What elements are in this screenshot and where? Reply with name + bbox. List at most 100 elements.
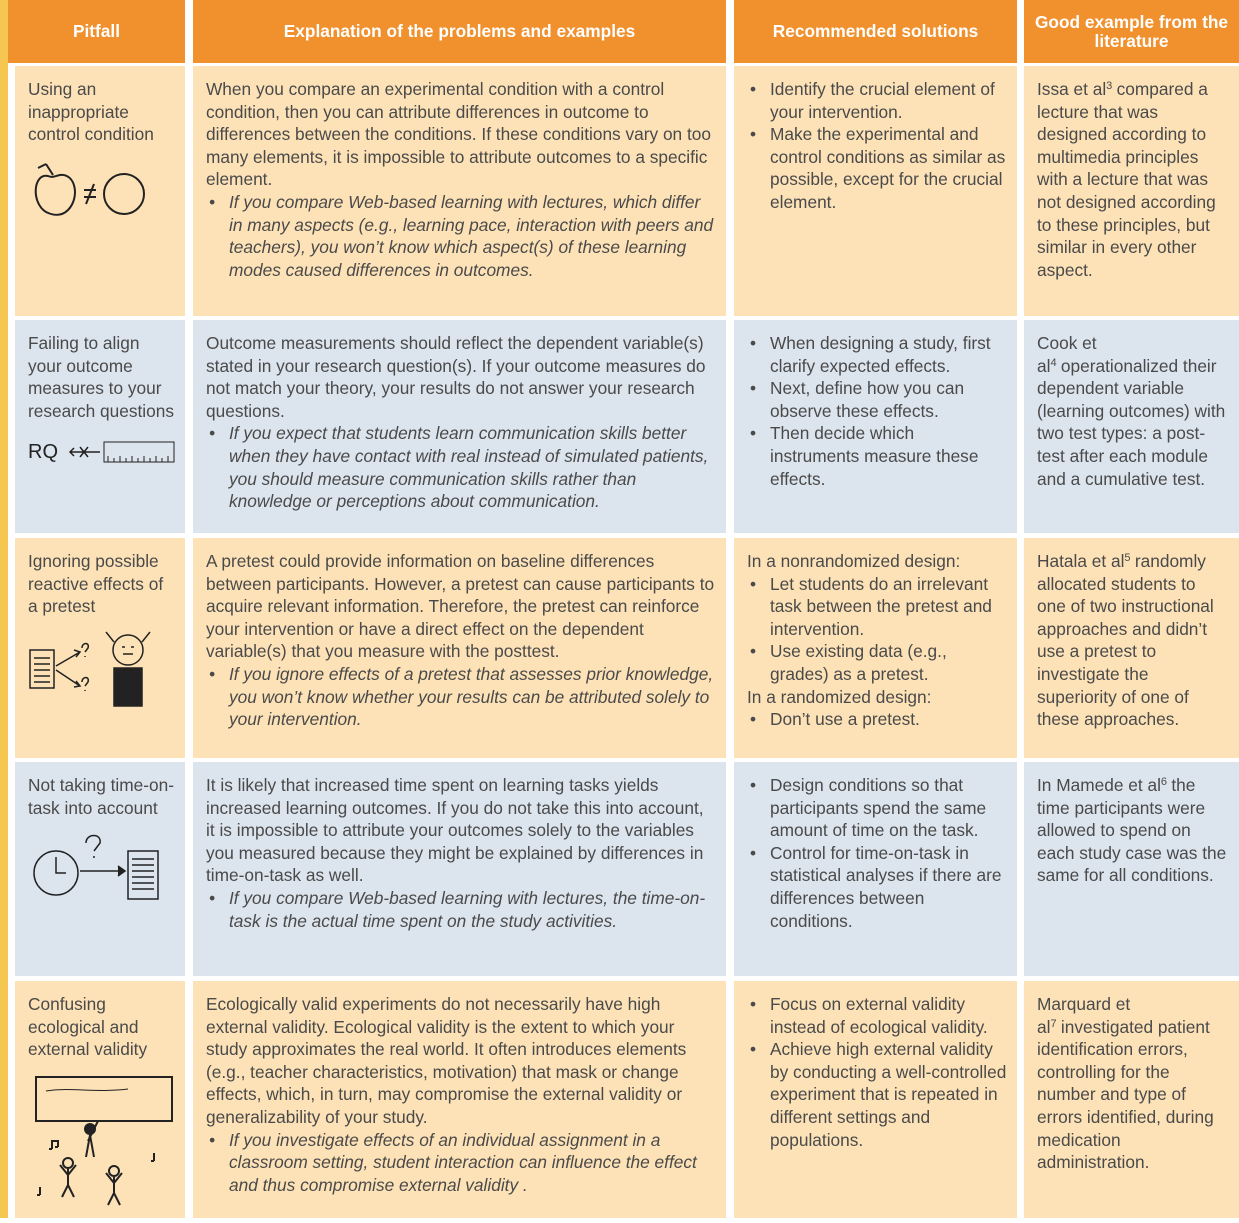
icon-rq: RQ xyxy=(28,441,175,463)
pitfall-cell: Ignoring possible reactive effects of a … xyxy=(15,538,185,758)
table-row: Confusing ecological and external validi… xyxy=(8,981,1239,1218)
literature-cell: Cook et al4 operationalized their depende… xyxy=(1024,320,1239,533)
literature-cell: In Mamede et al6 the time participants we… xyxy=(1024,762,1239,976)
explanation-cell: Outcome measurements should reflect the … xyxy=(193,320,726,533)
icon-classroom xyxy=(35,1075,173,1206)
solution-heading: In a nonrandomized design: xyxy=(747,551,961,571)
explanation: It is likely that increased time spent o… xyxy=(206,775,704,886)
solutions-cell: Identify the crucial element of your int… xyxy=(734,66,1017,316)
literature: Issa et al3 compared a lecture that was d… xyxy=(1037,78,1229,281)
side-strip xyxy=(0,0,8,1218)
literature: Hatala et al5 randomly allocated students… xyxy=(1037,550,1229,731)
example-list: If you expect that students learn commun… xyxy=(206,422,716,512)
solution: Next, define how you can observe these e… xyxy=(747,377,1007,422)
literature-text: investigated patient identification erro… xyxy=(1037,1016,1214,1173)
explanation-cell: A pretest could provide information on b… xyxy=(193,538,726,758)
example-list: If you ignore effects of a pretest that … xyxy=(206,663,716,731)
example: If you compare Web-based learning with l… xyxy=(206,887,716,932)
solution-list: Let students do an irrelevant task betwe… xyxy=(747,573,1007,686)
author: Issa et al xyxy=(1037,79,1107,99)
literature-text: randomly allocated students to one of tw… xyxy=(1037,551,1214,730)
pitfall: Using an inappropriate control condition xyxy=(28,79,154,145)
solution: Achieve high external validity by conduc… xyxy=(747,1038,1007,1151)
table-row: Using an inappropriate control condition… xyxy=(8,66,1239,316)
explanation-cell: It is likely that increased time spent o… xyxy=(193,762,726,976)
table-row: Not taking time-on-task into account It … xyxy=(8,762,1239,976)
header-cell: Explanation of the problems and examples xyxy=(193,0,726,63)
literature-text: compared a lecture that was designed acc… xyxy=(1037,79,1216,280)
literature: In Mamede et al6 the time participants we… xyxy=(1037,774,1229,887)
solution-list: Identify the crucial element of your int… xyxy=(747,78,1007,214)
explanation-cell: Ecologically valid experiments do not ne… xyxy=(193,981,726,1218)
header-cell: Pitfall xyxy=(8,0,185,63)
pitfall-cell: Not taking time-on-task into account xyxy=(15,762,185,976)
pitfall: Confusing ecological and external validi… xyxy=(28,994,148,1060)
icon-apple xyxy=(34,162,145,216)
literature-cell: Marquard et al7 investigated patient iden… xyxy=(1024,981,1239,1218)
reference: 6 xyxy=(1160,776,1168,788)
solution: Let students do an irrelevant task betwe… xyxy=(747,573,1007,641)
author: Cook et al xyxy=(1037,333,1097,376)
solution: Use existing data (e.g., grades) as a pr… xyxy=(747,640,1007,685)
literature-text: the time participants were allowed to sp… xyxy=(1037,775,1227,886)
solutions-cell: Design conditions so that participants s… xyxy=(734,762,1017,976)
explanation: Ecologically valid experiments do not ne… xyxy=(206,994,687,1127)
solution-list: When designing a study, first clarify ex… xyxy=(747,332,1007,490)
table-row: Ignoring possible reactive effects of a … xyxy=(8,538,1239,758)
solution: Design conditions so that participants s… xyxy=(747,774,1007,842)
pitfall-cell: Confusing ecological and external validi… xyxy=(15,981,185,1218)
solution-list: Design conditions so that participants s… xyxy=(747,774,1007,932)
reference: 3 xyxy=(1106,80,1113,92)
explanation: A pretest could provide information on b… xyxy=(206,551,715,662)
example: If you investigate effects of an individ… xyxy=(206,1129,716,1197)
literature: Cook et al4 operationalized their depende… xyxy=(1037,332,1229,490)
solution: When designing a study, first clarify ex… xyxy=(747,332,1007,377)
explanation: When you compare an experimental conditi… xyxy=(206,79,711,190)
pitfall-cell: Using an inappropriate control condition xyxy=(15,66,185,316)
literature: Marquard et al7 investigated patient iden… xyxy=(1037,993,1229,1174)
solution-list: Focus on external validity instead of ec… xyxy=(747,993,1007,1151)
header-row: Pitfall Explanation of the problems and e… xyxy=(8,0,1239,63)
solution: Make the experimental and control condit… xyxy=(747,123,1007,213)
example: If you ignore effects of a pretest that … xyxy=(206,663,716,731)
explanation: Outcome measurements should reflect the … xyxy=(206,333,706,421)
solutions-cell: When designing a study, first clarify ex… xyxy=(734,320,1017,533)
table-row: Failing to align your outcome measures t… xyxy=(8,320,1239,533)
pitfall-cell: Failing to align your outcome measures t… xyxy=(15,320,185,533)
pitfall: Ignoring possible reactive effects of a … xyxy=(28,551,164,617)
example-list: If you investigate effects of an individ… xyxy=(206,1129,716,1197)
solution: Don’t use a pretest. xyxy=(747,708,1007,731)
reference: 7 xyxy=(1050,1017,1057,1030)
solution-list: Don’t use a pretest. xyxy=(747,708,1007,731)
explanation-cell: When you compare an experimental conditi… xyxy=(193,66,726,316)
solution: Identify the crucial element of your int… xyxy=(747,78,1007,123)
author: Marquard et al xyxy=(1037,994,1131,1037)
solutions-cell: In a nonrandomized design:Let students d… xyxy=(734,538,1017,758)
solution-heading: In a randomized design: xyxy=(747,686,932,707)
author: Hatala et al xyxy=(1037,551,1125,571)
example: If you compare Web-based learning with l… xyxy=(206,191,716,281)
icon-pretest xyxy=(29,631,151,707)
literature-text: operationalized their dependent variable… xyxy=(1037,355,1226,489)
literature-cell: Issa et al3 compared a lecture that was d… xyxy=(1024,66,1239,316)
pitfall: Failing to align your outcome measures t… xyxy=(28,333,175,421)
solution: Focus on external validity instead of ec… xyxy=(747,993,1007,1038)
example: If you expect that students learn commun… xyxy=(206,422,716,512)
example-list: If you compare Web-based learning with l… xyxy=(206,191,716,281)
header-cell: Good example from the literature xyxy=(1024,0,1239,63)
reference: 4 xyxy=(1050,356,1057,369)
reference: 5 xyxy=(1124,552,1131,564)
solution: Control for time-on-task in statistical … xyxy=(747,842,1007,932)
example-list: If you compare Web-based learning with l… xyxy=(206,887,716,932)
icon-label: RQ xyxy=(28,441,58,463)
pitfall: Not taking time-on-task into account xyxy=(28,775,174,818)
icon-time xyxy=(33,834,159,900)
literature-cell: Hatala et al5 randomly allocated students… xyxy=(1024,538,1239,758)
author: In Mamede et al xyxy=(1037,775,1161,795)
header-cell: Recommended solutions xyxy=(734,0,1017,63)
solutions-cell: Focus on external validity instead of ec… xyxy=(734,981,1017,1218)
solution: Then decide which instruments measure th… xyxy=(747,422,1007,490)
